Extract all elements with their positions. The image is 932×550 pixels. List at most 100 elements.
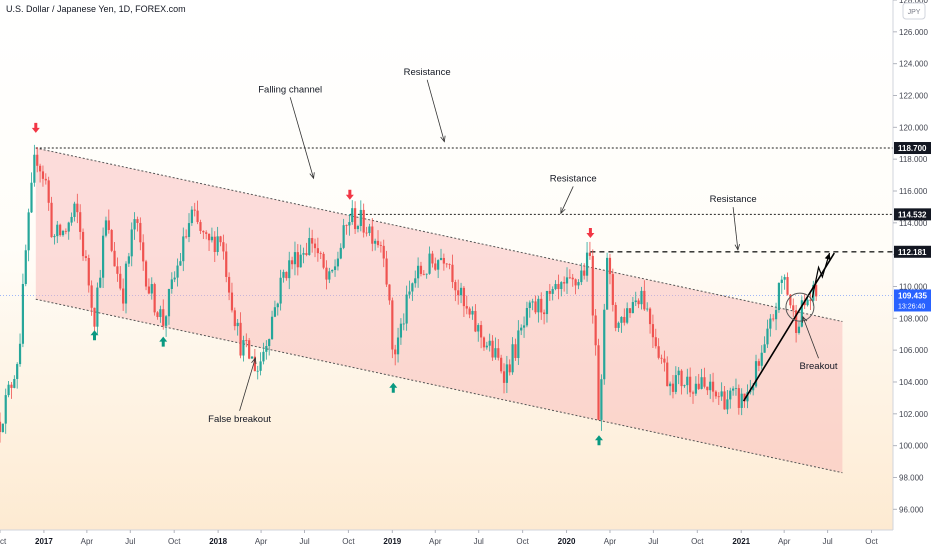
candle-body [554,283,557,290]
time-tick-label: Oct [516,537,529,546]
candle-body [47,180,50,203]
price-tick-label: 122.000 [899,91,928,100]
candle-body [245,340,248,341]
candle-body [21,284,25,344]
candle-body [445,263,448,265]
candle-body [104,220,108,236]
candle-body [545,290,549,315]
time-tick-label: 2021 [732,537,750,546]
candle-body [723,391,726,410]
candle-body [59,224,62,236]
candle-body [777,282,781,311]
candle-body [7,384,10,396]
time-tick-label: 2020 [558,537,576,546]
price-label-box [894,208,931,221]
candle-body [302,253,305,255]
candle-body [359,209,362,227]
price-label-box [894,289,931,312]
annotation-label: Resistance [710,194,757,205]
candle-body [706,386,709,391]
candle-body [362,209,365,233]
price-label-box [894,142,931,155]
time-axis[interactable]: Oct 2017 Apr Jul Oct 2018 Apr Jul Oct 2019 Apr Jul O… [0,529,893,550]
candle-body [365,232,368,234]
annotation-arrow-line [426,79,445,142]
candle-body [236,322,239,327]
candle-body [342,225,345,248]
candle-body [643,290,646,310]
candle-body [574,279,577,286]
candle-body [356,226,360,230]
candle-body [505,364,508,383]
candle-body [156,312,159,318]
candle-body [176,265,179,278]
candle-body [394,349,397,355]
candle-body [520,327,523,331]
candle-body [262,351,265,362]
candle-body [205,232,208,234]
candle-body [729,390,732,400]
candle-body [663,358,666,363]
candle-body [614,304,617,328]
candle-body [737,388,740,408]
candle-body [594,315,597,346]
candle-body [726,399,729,410]
candle-body [694,383,697,394]
candle-body [79,212,82,232]
price-tick-label: 120.000 [899,123,928,132]
candle-body [93,307,96,327]
time-tick-label: Oct [865,537,878,546]
time-tick-label: 2017 [35,537,53,546]
candle-body [193,209,196,211]
candle-body [268,339,271,347]
candle-body [18,343,22,365]
time-tick-label: Oct [342,537,355,546]
candle-body [368,226,371,234]
annotation-arrowhead [802,315,808,323]
candle-body [651,324,655,338]
candle-body [646,308,649,310]
candle-body [720,391,723,397]
candle-body [434,263,437,270]
candle-body [179,261,182,266]
candle-body [4,395,7,424]
candle-body [666,362,669,387]
candle-body [130,229,133,257]
price-axis[interactable]: 128.000126.000124.000122.000120.000118.0… [892,0,932,550]
candle-body [385,258,388,285]
time-tick-label: Apr [778,537,791,546]
time-tick-label: Apr [429,537,442,546]
drawings-layer: Falling channel Resistance Resistance Resis… [31,67,838,446]
candle-body [623,316,626,323]
candle-body [717,396,720,398]
candle-body [33,154,36,183]
candle-body [187,223,191,237]
candle-body [557,283,560,290]
candle-body [740,393,743,408]
candle-body [256,370,259,372]
candle-body [766,328,769,345]
time-tick-label: Jul [125,537,135,546]
candle-body [388,284,391,301]
candle-body [488,340,491,346]
candle-body [591,255,594,316]
channel-lower-line [35,298,843,474]
candle-body [517,330,520,358]
annotation-arrowhead [560,207,566,215]
candle-body [757,361,760,366]
candle-body [580,270,583,283]
candle-body [611,274,614,305]
candle-body [199,222,202,231]
candle-body [124,263,128,304]
up-arrow-icon [389,382,398,393]
candle-body [477,325,480,332]
projection-arrowhead [824,253,831,260]
candle-body [322,253,325,268]
candle-body [448,263,451,265]
candle-body [634,300,637,303]
candle-body [288,260,291,279]
candle-body [752,386,755,391]
candle-body [147,286,151,294]
candle-body [497,348,500,358]
